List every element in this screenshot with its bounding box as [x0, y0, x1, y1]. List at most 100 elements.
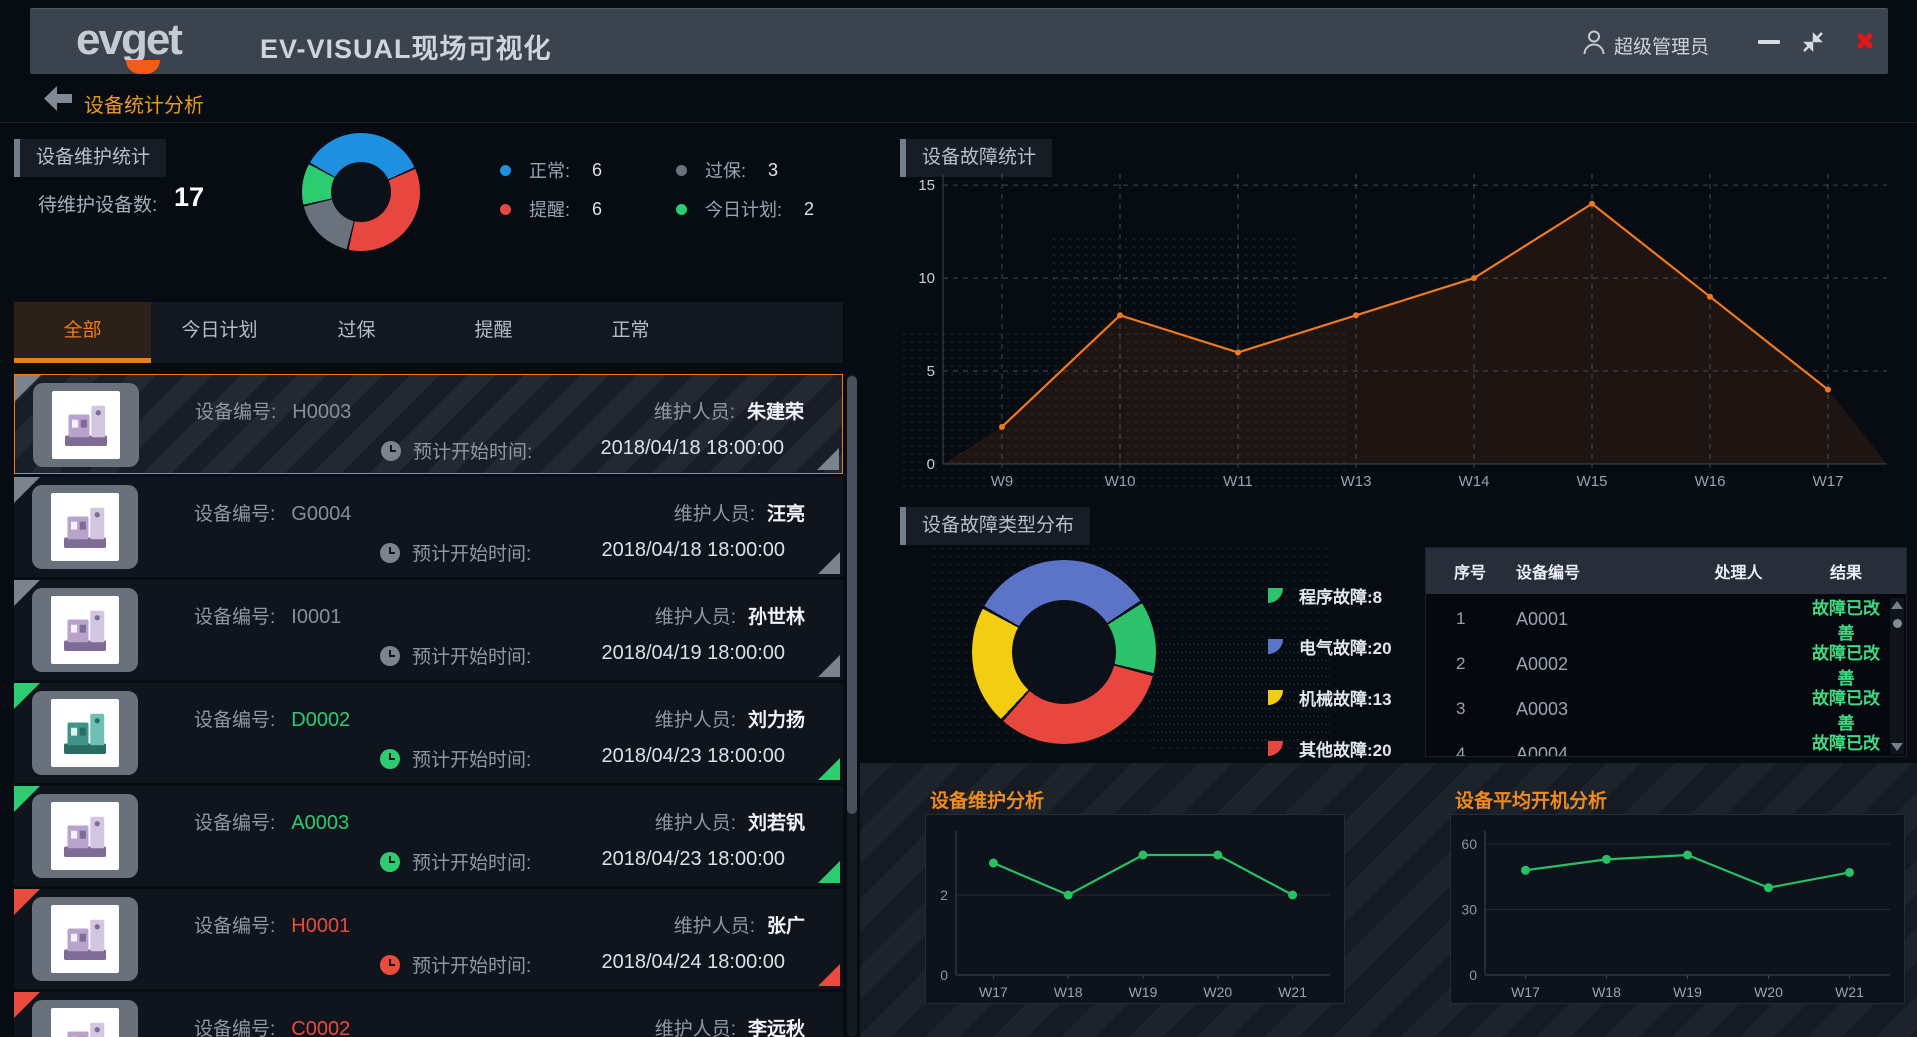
legend-dot-icon	[676, 164, 687, 176]
svg-text:W11: W11	[1223, 473, 1253, 490]
device-list-scrollbar[interactable]	[847, 374, 857, 1037]
tab-过保[interactable]: 过保	[337, 320, 376, 341]
person-label: 维护人员:	[654, 607, 736, 628]
legend-value: 6	[592, 159, 603, 180]
equipment-thumbnail	[32, 588, 138, 672]
time-value: 2018/04/23 18:00:00	[601, 848, 785, 870]
time-line: 预计开始时间:	[380, 745, 531, 772]
code-label: 设备编号:	[195, 402, 277, 423]
code-value: A0003	[291, 812, 350, 834]
scroll-up-icon[interactable]	[1891, 601, 1903, 609]
column-header: 结果	[1829, 565, 1862, 582]
clock-icon	[380, 851, 400, 872]
clock-icon	[380, 748, 400, 769]
code-label: 设备编号:	[194, 607, 276, 628]
pending-devices-count: 17	[174, 182, 205, 212]
table-row[interactable]: 4 A0004 故障已改善	[1426, 729, 1906, 756]
fault-type-legend: 程序故障:8 电气故障:20 机械故障:13 其他故障:20	[1268, 583, 1392, 787]
legend-value: 6	[592, 198, 603, 219]
maintenance-donut-chart	[302, 133, 420, 251]
person-label: 维护人员:	[654, 1019, 736, 1037]
person-name: 李远秋	[747, 1019, 805, 1037]
device-list-item[interactable]: 设备编号: H0003 维护人员: 朱建荣 预计开始时间: 2018/04/18 18:0…	[14, 374, 843, 474]
tab-正常[interactable]: 正常	[611, 320, 650, 341]
person-line: 维护人员: 刘力扬	[655, 705, 805, 732]
restore-button[interactable]	[1800, 29, 1826, 55]
time-line: 预计开始时间:	[380, 848, 531, 875]
back-button[interactable]	[44, 85, 72, 112]
device-list-item[interactable]: 设备编号: C0002 维护人员: 李远秋	[14, 992, 843, 1037]
svg-text:W19: W19	[1129, 984, 1158, 1000]
tab-今日计划[interactable]: 今日计划	[181, 320, 258, 341]
maintenance-panel-title: 设备维护统计	[14, 139, 167, 177]
table-row[interactable]: 1 A0001 故障已改善	[1426, 594, 1906, 643]
result: 故障已改善	[1812, 644, 1880, 688]
close-button[interactable]: ✖	[1852, 29, 1878, 55]
device-code: A0003	[1516, 698, 1569, 719]
code-label: 设备编号:	[194, 813, 276, 834]
column-header: 设备编号	[1516, 565, 1581, 582]
legend-label: 正常:	[529, 161, 571, 181]
legend-item: 电气故障:20	[1268, 634, 1392, 659]
fault-table: 序号 设备编号 处理人 结果 1 A0001 故障已改善 2 A0002 故障已改善 3 A0003…	[1425, 547, 1907, 757]
legend-label: 其他故障:20	[1299, 741, 1392, 760]
svg-text:W18: W18	[1592, 984, 1621, 1000]
clock-icon	[380, 954, 400, 975]
equipment-thumbnail	[32, 485, 138, 569]
person-name: 孙世林	[747, 607, 805, 628]
legend-label: 过保:	[705, 161, 747, 181]
svg-text:0: 0	[940, 967, 948, 983]
status-corner-bottom-icon	[817, 448, 839, 470]
legend-item: 程序故障:8	[1268, 583, 1392, 608]
person-name: 朱建荣	[746, 402, 804, 423]
fault-type-panel-title: 设备故障类型分布	[900, 507, 1091, 545]
svg-text:10: 10	[918, 270, 935, 287]
equipment-thumbnail	[32, 794, 138, 878]
code-label: 设备编号:	[194, 710, 276, 731]
tab-提醒[interactable]: 提醒	[474, 320, 513, 341]
device-list-item[interactable]: 设备编号: I0001 维护人员: 孙世林 预计开始时间: 2018/04/19 18:0…	[14, 580, 843, 680]
svg-text:30: 30	[1461, 902, 1477, 918]
scrollbar-thumb[interactable]	[847, 376, 857, 814]
table-row[interactable]: 3 A0003 故障已改善	[1426, 684, 1906, 733]
device-list-item[interactable]: 设备编号: A0003 维护人员: 刘若钒预计开始时间: 2018/04/23 18:0…	[14, 786, 843, 886]
code-value: H0001	[291, 915, 351, 937]
svg-text:W19: W19	[1673, 984, 1702, 1000]
legend-label: 今日计划:	[705, 200, 783, 220]
svg-text:W16: W16	[1695, 473, 1726, 490]
fault-table-scrollbar[interactable]	[1890, 598, 1904, 754]
person-line: 维护人员: 李远秋	[655, 1014, 805, 1037]
scrollbar-thumb[interactable]	[1892, 619, 1902, 628]
legend-value: 2	[804, 198, 815, 219]
tab-全部[interactable]: 全部	[14, 302, 151, 363]
legend-fan-icon	[1268, 690, 1283, 705]
device-code: A0002	[1516, 653, 1569, 674]
svg-text:W14: W14	[1459, 473, 1490, 490]
person-line: 维护人员: 汪亮	[674, 499, 805, 526]
equipment-image	[51, 596, 119, 664]
time-label: 预计开始时间:	[412, 853, 532, 874]
code-line: 设备编号: I0001	[194, 602, 341, 629]
table-row[interactable]: 2 A0002 故障已改善	[1426, 639, 1906, 688]
code-value: C0002	[291, 1018, 351, 1037]
fault-table-header: 序号 设备编号 处理人 结果	[1426, 548, 1906, 594]
legend-label: 机械故障:13	[1299, 690, 1392, 709]
scroll-down-icon[interactable]	[1891, 743, 1903, 751]
time-label: 预计开始时间:	[413, 442, 533, 463]
device-list-item[interactable]: 设备编号: G0004 维护人员: 汪亮 预计开始时间: 2018/04/18 18:00…	[14, 477, 843, 577]
device-list-item[interactable]: 设备编号: H0001 维护人员: 张广 预计开始时间: 2018/04/24 18:00…	[14, 889, 843, 989]
person-label: 维护人员:	[673, 916, 755, 937]
close-icon: ✖	[1854, 28, 1876, 56]
status-corner-bottom-icon	[818, 655, 840, 677]
equipment-image	[51, 905, 119, 973]
minimize-button[interactable]	[1756, 29, 1782, 55]
time-line: 预计开始时间:	[380, 642, 531, 669]
time-line: 预计开始时间:	[380, 951, 531, 978]
fault-type-donut-chart	[972, 560, 1156, 744]
person-line: 维护人员: 刘若钒	[655, 808, 805, 835]
device-list-item[interactable]: 设备编号: D0002 维护人员: 刘力扬 预计开始时间: 2018/04/23 18:0…	[14, 683, 843, 783]
code-value: H0003	[292, 401, 352, 423]
minimize-icon	[1758, 40, 1780, 44]
svg-text:2: 2	[940, 887, 948, 903]
row-number: 3	[1456, 699, 1466, 718]
